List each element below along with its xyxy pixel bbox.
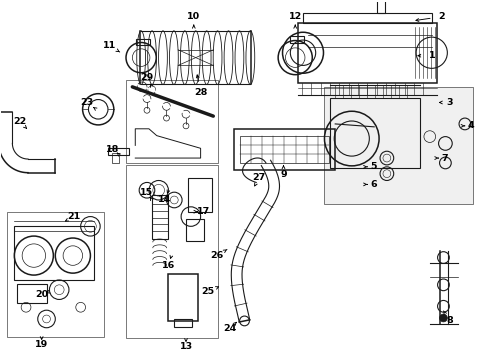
Bar	[108, 148, 129, 155]
Circle shape	[439, 314, 447, 322]
Text: 28: 28	[194, 88, 207, 97]
Bar	[174, 319, 191, 327]
Bar	[324, 87, 472, 204]
Text: 12: 12	[288, 12, 301, 21]
Bar	[136, 39, 150, 45]
Text: 4: 4	[467, 121, 473, 130]
Text: 27: 27	[252, 173, 265, 182]
Text: 20: 20	[35, 290, 48, 299]
Text: 23: 23	[80, 98, 93, 107]
Text: 10: 10	[187, 12, 200, 21]
Bar	[152, 195, 168, 239]
Bar	[239, 136, 329, 163]
Text: 2: 2	[437, 12, 444, 21]
Text: 5: 5	[369, 162, 376, 171]
Text: 15: 15	[140, 188, 153, 197]
Bar	[187, 177, 212, 212]
Text: 6: 6	[369, 180, 376, 189]
Text: 3: 3	[445, 98, 451, 107]
Bar	[112, 153, 119, 163]
Text: 1: 1	[427, 51, 434, 60]
Text: 29: 29	[140, 73, 153, 82]
Bar	[330, 98, 419, 168]
Bar	[290, 36, 304, 43]
Bar	[303, 13, 431, 23]
Text: 21: 21	[67, 212, 81, 221]
Text: 17: 17	[197, 207, 210, 216]
Text: 25: 25	[201, 287, 214, 296]
Text: 7: 7	[440, 154, 447, 163]
Bar	[125, 80, 218, 163]
Text: 8: 8	[445, 316, 452, 325]
Bar	[298, 23, 436, 83]
Text: 22: 22	[14, 117, 27, 126]
Bar	[6, 212, 104, 337]
Text: 16: 16	[162, 261, 175, 270]
Text: 18: 18	[106, 145, 119, 154]
Text: 11: 11	[103, 41, 116, 50]
Text: 24: 24	[223, 324, 236, 333]
Bar	[17, 284, 46, 303]
Bar	[125, 165, 218, 338]
Text: 13: 13	[179, 342, 192, 351]
Bar	[14, 226, 94, 280]
Bar	[233, 129, 334, 170]
Bar	[377, 0, 385, 13]
Bar	[185, 220, 203, 241]
Text: 9: 9	[280, 170, 286, 179]
Text: 26: 26	[210, 251, 224, 260]
Text: 19: 19	[35, 340, 48, 349]
Bar	[168, 274, 197, 321]
Text: 14: 14	[158, 195, 171, 204]
